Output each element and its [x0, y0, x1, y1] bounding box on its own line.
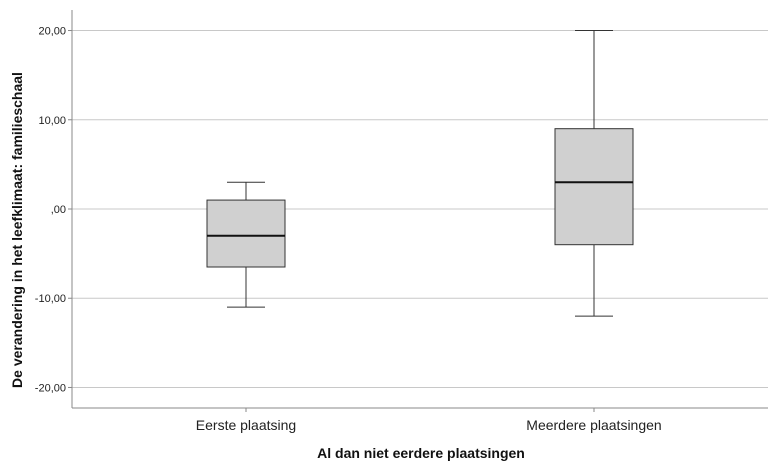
x-axis-title: Al dan niet eerdere plaatsingen	[317, 445, 525, 461]
gridlines	[72, 30, 768, 388]
boxes	[206, 30, 634, 317]
x-category-label: Eerste plaatsing	[196, 417, 296, 433]
y-tick-label: 20,00	[38, 26, 66, 38]
y-tick-labels: 20,00 10,00 ,00 -10,00 -20,00	[35, 26, 66, 395]
x-category-label: Meerdere plaatsingen	[526, 417, 661, 433]
box-group	[206, 181, 286, 308]
y-tick-label: -10,00	[35, 293, 66, 305]
iqr-box	[554, 128, 634, 246]
axes	[68, 10, 768, 412]
y-tick-label: -20,00	[35, 382, 66, 394]
y-tick-label: ,00	[51, 204, 66, 216]
y-tick-label: 10,00	[38, 115, 66, 127]
x-category-labels: Eerste plaatsing Meerdere plaatsingen	[196, 417, 662, 433]
y-axis-title: De verandering in het leefklimaat: famil…	[9, 72, 25, 388]
iqr-box	[206, 199, 286, 268]
box-group	[554, 30, 634, 317]
